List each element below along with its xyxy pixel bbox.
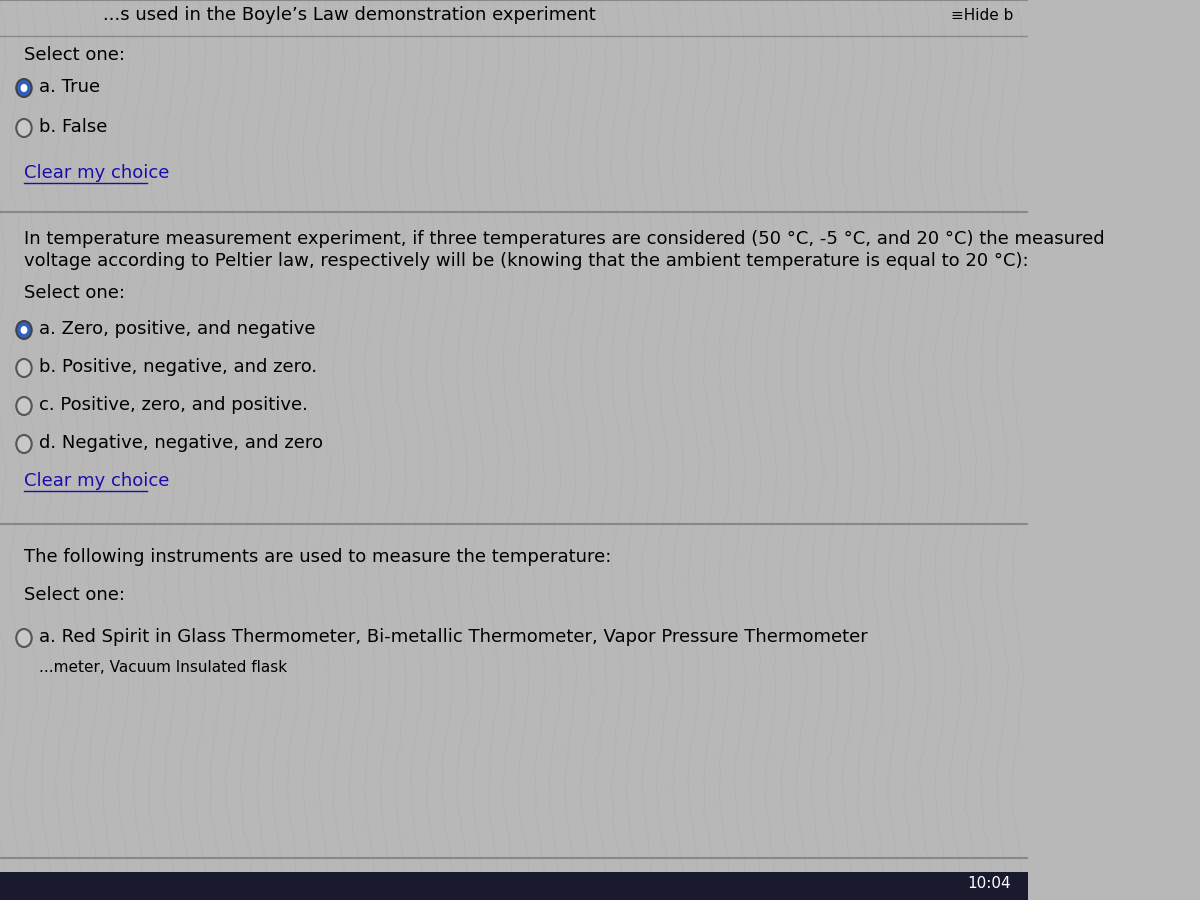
Text: voltage according to Peltier law, respectively will be (knowing that the ambient: voltage according to Peltier law, respec… bbox=[24, 252, 1028, 270]
Text: ...s used in the Boyle’s Law demonstration experiment: ...s used in the Boyle’s Law demonstrati… bbox=[103, 6, 595, 24]
Text: In temperature measurement experiment, if three temperatures are considered (50 : In temperature measurement experiment, i… bbox=[24, 230, 1105, 248]
Text: Clear my choice: Clear my choice bbox=[24, 472, 169, 490]
Circle shape bbox=[17, 359, 31, 377]
Circle shape bbox=[17, 119, 31, 137]
FancyBboxPatch shape bbox=[0, 872, 1027, 900]
Circle shape bbox=[17, 79, 31, 97]
Text: The following instruments are used to measure the temperature:: The following instruments are used to me… bbox=[24, 548, 611, 566]
Circle shape bbox=[17, 321, 31, 339]
Circle shape bbox=[20, 326, 28, 334]
Text: Select one:: Select one: bbox=[24, 46, 125, 64]
Text: ...meter, Vacuum Insulated flask: ...meter, Vacuum Insulated flask bbox=[40, 660, 288, 675]
Circle shape bbox=[17, 629, 31, 647]
Circle shape bbox=[17, 397, 31, 415]
Text: ≡Hide b: ≡Hide b bbox=[950, 8, 1013, 23]
Text: d. Negative, negative, and zero: d. Negative, negative, and zero bbox=[40, 434, 323, 452]
Text: Clear my choice: Clear my choice bbox=[24, 164, 169, 182]
Text: Select one:: Select one: bbox=[24, 284, 125, 302]
Circle shape bbox=[17, 435, 31, 453]
Circle shape bbox=[20, 84, 28, 92]
Text: b. Positive, negative, and zero.: b. Positive, negative, and zero. bbox=[40, 358, 318, 376]
Text: 10:04: 10:04 bbox=[967, 876, 1010, 891]
Text: a. Zero, positive, and negative: a. Zero, positive, and negative bbox=[40, 320, 316, 338]
Text: b. False: b. False bbox=[40, 118, 108, 136]
Text: a. Red Spirit in Glass Thermometer, Bi-metallic Thermometer, Vapor Pressure Ther: a. Red Spirit in Glass Thermometer, Bi-m… bbox=[40, 628, 868, 646]
Text: a. True: a. True bbox=[40, 78, 101, 96]
Text: Select one:: Select one: bbox=[24, 586, 125, 604]
Text: c. Positive, zero, and positive.: c. Positive, zero, and positive. bbox=[40, 396, 308, 414]
